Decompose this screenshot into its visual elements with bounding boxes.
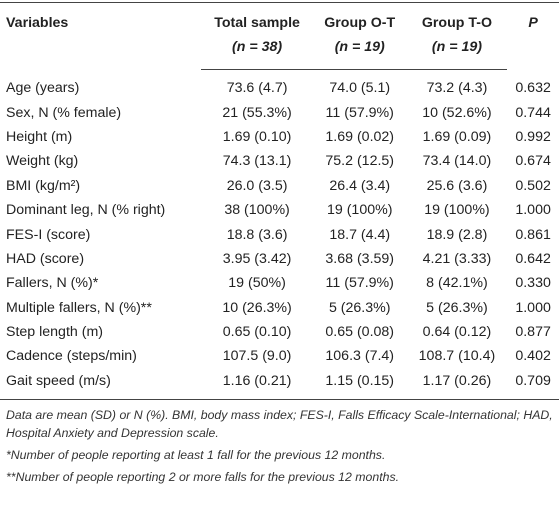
table-row: Multiple fallers, N (%)** 10 (26.3%) 5 (26… xyxy=(0,296,559,320)
column-header: Total sample xyxy=(201,2,313,35)
table-cell: 0.877 xyxy=(515,324,551,341)
table-cell: 5 (26.3%) xyxy=(328,299,391,316)
row-label: Weight (kg) xyxy=(6,153,79,170)
table-cell: 1.15 (0.15) xyxy=(312,368,407,401)
row-label: Fallers, N (%)* xyxy=(6,275,99,292)
header-row: (n = 38) (n = 19) (n = 19) xyxy=(0,35,559,70)
table-cell: 0.402 xyxy=(515,348,551,365)
table-cell: 18.8 (3.6) xyxy=(226,226,288,243)
table-cell: 0.65 (0.08) xyxy=(325,324,395,341)
table-cell: 73.6 (4.7) xyxy=(226,80,288,97)
table-row: Sex, N (% female) 21 (55.3%) 11 (57.9%) 10 … xyxy=(0,100,559,124)
table-cell: 0.674 xyxy=(515,153,551,170)
table-cell: 0.632 xyxy=(515,79,551,96)
row-label: FES-I (score) xyxy=(6,226,91,243)
table-cell: 1.69 (0.10) xyxy=(222,128,292,145)
table-cell: 108.7 (10.4) xyxy=(418,348,496,365)
table-cell: 19 (100%) xyxy=(424,202,490,219)
table-cell: 5 (26.3%) xyxy=(426,299,488,316)
table-row: Weight (kg) 74.3 (13.1) 75.2 (12.5) 73.4 (1… xyxy=(0,149,559,173)
table-cell: 1.000 xyxy=(515,202,551,219)
header-row: Variables Total sample Group O-T Group T… xyxy=(0,2,559,70)
table-cell: 18.7 (4.4) xyxy=(329,226,391,243)
row-label: Sex, N (% female) xyxy=(6,104,122,121)
table-cell: 0.709 xyxy=(507,368,559,401)
row-label: Step length (m) xyxy=(6,324,103,341)
table-row: Cadence (steps/min) 107.5 (9.0) 106.3 (7.4… xyxy=(0,344,559,368)
table-cell: 0.330 xyxy=(515,275,551,292)
row-label: Dominant leg, N (% right) xyxy=(6,202,166,219)
table-cell: 10 (26.3%) xyxy=(222,299,292,316)
column-header: P xyxy=(507,2,559,70)
column-header: Variables xyxy=(0,2,202,70)
table-cell: 25.6 (3.6) xyxy=(426,177,488,194)
table-cell: 73.4 (14.0) xyxy=(422,153,492,170)
table-cell: 0.861 xyxy=(515,226,551,243)
row-label: Age (years) xyxy=(6,79,80,96)
table-cell: 11 (57.9%) xyxy=(325,104,394,121)
table-cell: 11 (57.9%) xyxy=(325,275,394,292)
table-cell: 4.21 (3.33) xyxy=(422,250,492,267)
table-row: Gait speed (m/s) 1.16 (0.21) 1.15 (0.15) 1.… xyxy=(0,368,559,401)
table-cell: 74.0 (5.1) xyxy=(329,80,391,97)
table-cell: 0.642 xyxy=(515,250,551,267)
table-cell: 8 (42.1%) xyxy=(426,275,488,292)
table-header: Variables Total sample Group O-T Group T… xyxy=(0,2,559,70)
table-cell: 3.95 (3.42) xyxy=(222,250,292,267)
table-cell: 73.2 (4.3) xyxy=(426,80,488,97)
table-row: Age (years) 73.6 (4.7) 74.0 (5.1) 73.2 (4.3… xyxy=(0,70,559,101)
note: **Number of people reporting 2 or more f… xyxy=(6,470,400,485)
table-cell: 26.0 (3.5) xyxy=(226,177,288,194)
table-cell: 1.000 xyxy=(515,299,551,316)
row-label: BMI (kg/m²) xyxy=(6,177,81,194)
table-cell: 0.992 xyxy=(515,128,551,145)
table-cell: 26.4 (3.4) xyxy=(329,177,391,194)
table-cell: 1.17 (0.26) xyxy=(406,368,508,401)
row-label: HAD (score) xyxy=(6,250,85,267)
note: Data are mean (SD) or N (%). BMI, body m… xyxy=(6,408,553,441)
table-cell: 38 (100%) xyxy=(224,202,290,219)
table-cell: 0.65 (0.10) xyxy=(222,324,292,341)
table-cell: 0.744 xyxy=(515,104,551,121)
table-row: Step length (m) 0.65 (0.10) 0.65 (0.08) 0.6… xyxy=(0,320,559,344)
table-notes: Data are mean (SD) or N (%). BMI, body m… xyxy=(0,400,559,486)
table-cell: 0.64 (0.12) xyxy=(422,324,492,341)
table-row: BMI (kg/m²) 26.0 (3.5) 26.4 (3.4) 25.6 (3.6… xyxy=(0,174,559,198)
table-cell: 21 (55.3%) xyxy=(222,104,292,121)
row-label: Gait speed (m/s) xyxy=(0,368,202,401)
table-cell: 107.5 (9.0) xyxy=(222,348,292,365)
table-cell: 10 (52.6%) xyxy=(422,104,492,121)
table-cell: 18.9 (2.8) xyxy=(426,226,488,243)
table-cell: 75.2 (12.5) xyxy=(325,153,395,170)
column-subheader: (n = 38) xyxy=(201,35,313,70)
table-row: HAD (score) 3.95 (3.42) 3.68 (3.59) 4.21 (3… xyxy=(0,247,559,271)
table-cell: 19 (50%) xyxy=(228,275,286,292)
table-cell: 1.69 (0.02) xyxy=(325,128,395,145)
table-body: Age (years) 73.6 (4.7) 74.0 (5.1) 73.2 (4.3… xyxy=(0,70,559,401)
table-cell: 106.3 (7.4) xyxy=(325,348,395,365)
column-subheader: (n = 19) xyxy=(312,35,407,70)
table-row: FES-I (score) 18.8 (3.6) 18.7 (4.4) 18.9 (2… xyxy=(0,222,559,246)
table-cell: 74.3 (13.1) xyxy=(222,153,292,170)
note: *Number of people reporting at least 1 f… xyxy=(6,448,386,463)
table-cell: 3.68 (3.59) xyxy=(325,250,395,267)
column-header: Group T-O xyxy=(406,2,508,35)
table-cell: 19 (100%) xyxy=(326,202,393,219)
row-label: Cadence (steps/min) xyxy=(6,348,137,365)
table-row: Height (m) 1.69 (0.10) 1.69 (0.02) 1.69 (0.… xyxy=(0,125,559,149)
row-label: Height (m) xyxy=(6,128,73,145)
table-cell: 0.502 xyxy=(515,177,551,194)
row-label: Multiple fallers, N (%)** xyxy=(6,299,152,316)
table-cell: 1.16 (0.21) xyxy=(201,368,313,401)
table-cell: 1.69 (0.09) xyxy=(422,128,492,145)
table-row: Fallers, N (%)* 19 (50%) 11 (57.9%) 8 (42.1… xyxy=(0,271,559,295)
table-row: Dominant leg, N (% right) 38 (100%) 19 (10… xyxy=(0,198,559,222)
data-table: Variables Total sample Group O-T Group T… xyxy=(0,2,559,401)
column-subheader: (n = 19) xyxy=(406,35,508,70)
column-header: Group O-T xyxy=(312,2,407,35)
